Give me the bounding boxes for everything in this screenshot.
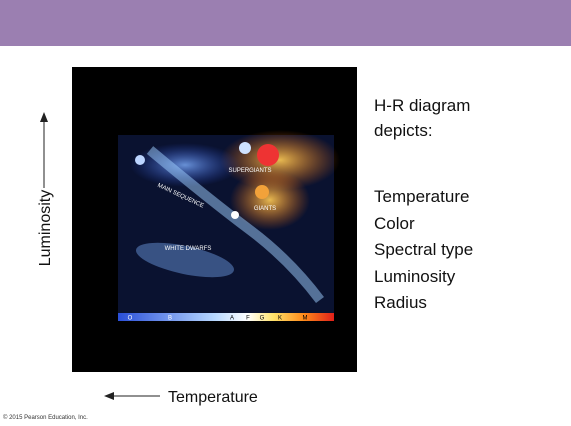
list-item: Color xyxy=(374,214,415,234)
star xyxy=(231,211,239,219)
list-item: Radius xyxy=(374,293,427,313)
region-label: SUPERGIANTS xyxy=(228,168,271,174)
star xyxy=(255,185,269,199)
spectral-label: A xyxy=(230,316,234,322)
star xyxy=(135,155,145,165)
spectral-label: K xyxy=(278,316,282,322)
heading-line: depicts: xyxy=(374,121,433,141)
list-item: Temperature xyxy=(374,187,469,207)
spectral-label: M xyxy=(303,316,308,322)
region-label: WHITE DWARFS xyxy=(165,246,212,252)
spectral-label: O xyxy=(128,316,133,322)
figure-layer: SUPERGIANTS GIANTS MAIN SEQUENCE WHITE D… xyxy=(0,0,571,426)
star xyxy=(239,142,251,154)
heading-line: H-R diagram xyxy=(374,96,470,116)
spectral-label: F xyxy=(246,316,250,322)
list-item: Luminosity xyxy=(374,267,455,287)
spectral-label: G xyxy=(260,316,265,322)
spectral-label: B xyxy=(168,316,172,322)
x-arrowhead xyxy=(104,392,114,400)
copyright: © 2015 Pearson Education, Inc. xyxy=(3,415,88,421)
y-arrowhead xyxy=(40,112,48,122)
y-axis-label: Luminosity xyxy=(37,190,54,266)
list-item: Spectral type xyxy=(374,240,473,260)
slide: SUPERGIANTS GIANTS MAIN SEQUENCE WHITE D… xyxy=(0,0,571,426)
star xyxy=(257,144,279,166)
region-label: GIANTS xyxy=(254,206,276,212)
x-axis-label: Temperature xyxy=(168,389,258,406)
